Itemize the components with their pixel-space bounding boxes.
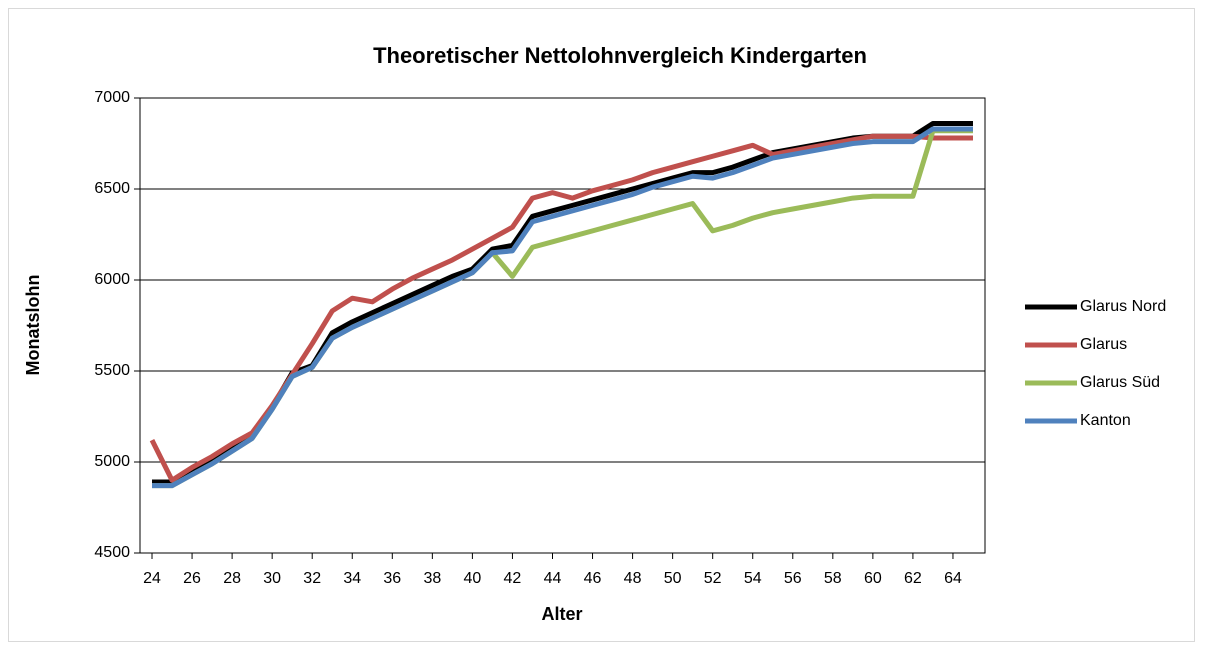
x-tick-label: 40: [463, 570, 481, 587]
x-tick-label: 62: [904, 570, 922, 587]
legend-label: Kanton: [1080, 412, 1131, 429]
chart-border: [8, 8, 1195, 642]
chart-title: Theoretischer Nettolohnvergleich Kinderg…: [373, 43, 867, 68]
y-tick-label: 6500: [94, 180, 130, 197]
x-tick-label: 38: [423, 570, 441, 587]
x-tick-label: 30: [263, 570, 281, 587]
x-tick-label: 64: [944, 570, 962, 587]
x-tick-label: 34: [343, 570, 361, 587]
x-tick-label: 36: [383, 570, 401, 587]
x-tick-label: 56: [784, 570, 802, 587]
x-tick-label: 44: [544, 570, 562, 587]
y-tick-label: 6000: [94, 271, 130, 288]
x-tick-label: 58: [824, 570, 842, 587]
x-tick-label: 46: [584, 570, 602, 587]
y-tick-label: 7000: [94, 89, 130, 106]
x-tick-label: 32: [303, 570, 321, 587]
legend-label: Glarus Süd: [1080, 374, 1160, 391]
x-tick-label: 52: [704, 570, 722, 587]
legend-label: Glarus Nord: [1080, 298, 1166, 315]
x-tick-label: 54: [744, 570, 762, 587]
series-line: [152, 126, 973, 489]
x-tick-label: 60: [864, 570, 882, 587]
y-tick-label: 5000: [94, 453, 130, 470]
y-axis-label: Monatslohn: [23, 275, 43, 376]
x-tick-label: 50: [664, 570, 682, 587]
plot-frame: [139, 97, 986, 554]
x-tick-label: 24: [143, 570, 161, 587]
x-tick-label: 48: [624, 570, 642, 587]
x-axis-label: Alter: [541, 604, 582, 624]
x-tick-label: 42: [504, 570, 522, 587]
x-tick-label: 28: [223, 570, 241, 587]
x-tick-label: 26: [183, 570, 201, 587]
y-tick-label: 4500: [94, 544, 130, 561]
legend-label: Glarus: [1080, 336, 1127, 353]
y-tick-label: 5500: [94, 362, 130, 379]
